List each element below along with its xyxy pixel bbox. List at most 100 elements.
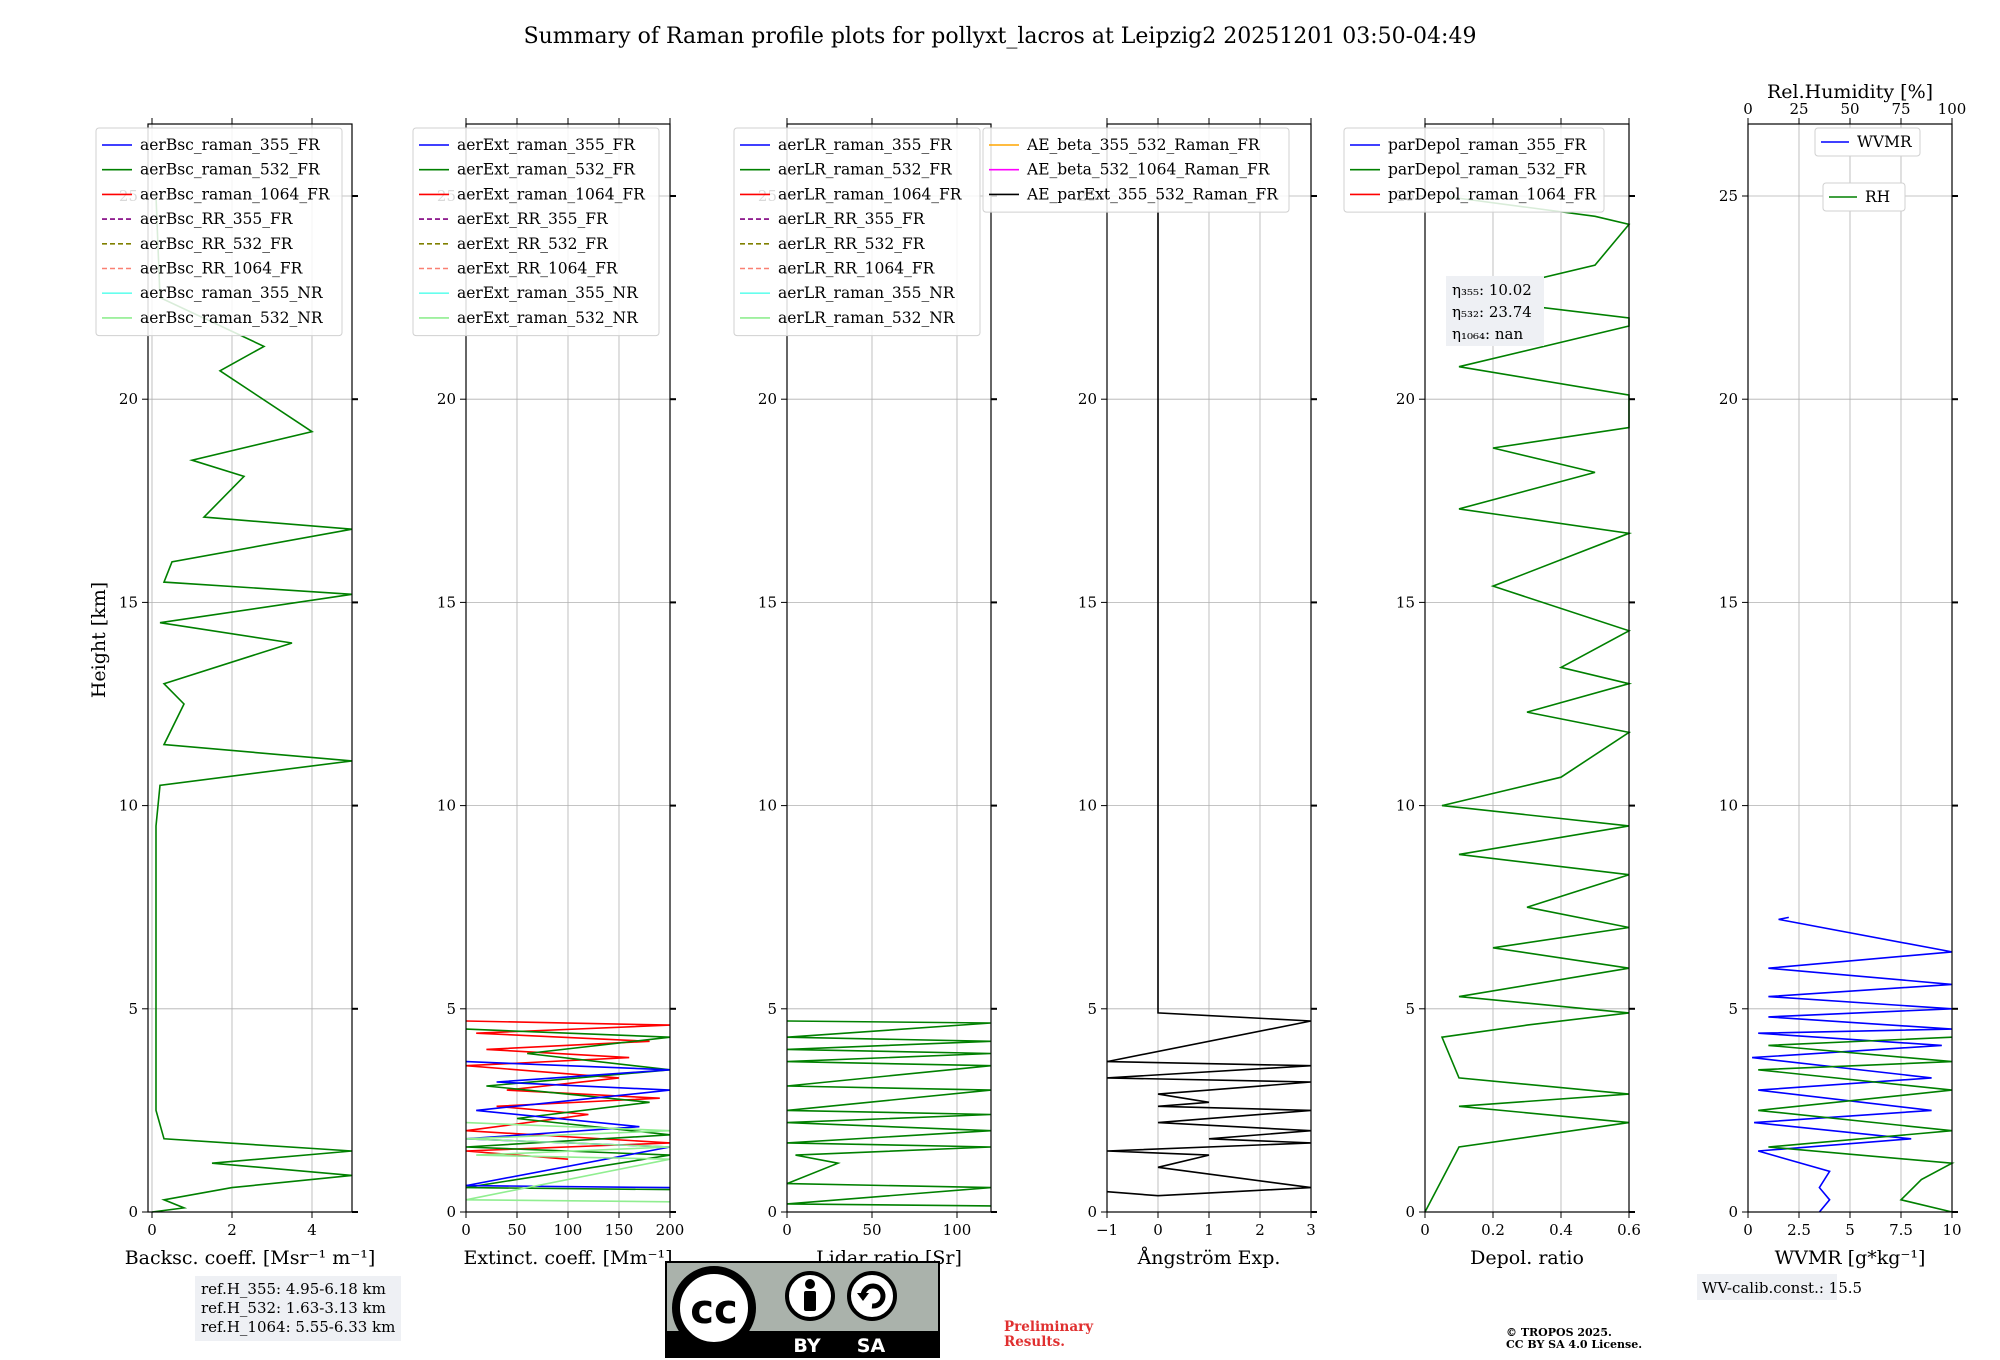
y-tick-label: 0 [1728, 1203, 1738, 1221]
panel-depol: 00.20.40.60510152025Depol. ratioparDepol… [1343, 118, 1641, 1269]
copyright-line-1: © TROPOS 2025. [1506, 1326, 1612, 1339]
legend-label: aerExt_raman_532_FR [457, 161, 636, 179]
series-line-RH [1758, 1036, 1955, 1213]
wv-calib-box: WV-calib.const.: 15.5 [1697, 1274, 1862, 1300]
legend-label: aerBsc_raman_1064_FR [140, 185, 331, 203]
panels: 0240510152025Backsc. coeff. [Msr⁻¹ m⁻¹]a… [95, 81, 1966, 1269]
legend-label: parDepol_raman_355_FR [1388, 136, 1588, 154]
y-tick-label: 15 [437, 593, 456, 611]
x-tick-label: 5 [1845, 1221, 1855, 1239]
y-tick-label: 10 [119, 797, 138, 815]
y-tick-label: 0 [1087, 1203, 1097, 1221]
ref-h-532: ref.H_532: 1.63-3.13 km [201, 1299, 386, 1317]
legend-label: AE_beta_532_1064_Raman_FR [1026, 161, 1271, 179]
plot-frame [147, 123, 353, 1213]
y-tick-label: 15 [1078, 593, 1097, 611]
legend-label: AE_parExt_355_532_Raman_FR [1026, 185, 1279, 203]
panel-bsc: 0240510152025Backsc. coeff. [Msr⁻¹ m⁻¹]a… [95, 118, 375, 1269]
y-tick-label: 25 [1719, 187, 1738, 205]
y-tick-label: 10 [437, 797, 456, 815]
plot-frame [1424, 123, 1630, 1213]
y-tick-label: 10 [1078, 797, 1097, 815]
sa-label: SA [857, 1335, 886, 1357]
cc-icon [672, 1266, 756, 1350]
x-tick-label: 0.2 [1481, 1221, 1505, 1239]
legend-label: aerLR_RR_1064_FR [778, 260, 936, 278]
series-line-aerBsc_raman_532_FR [151, 195, 353, 1213]
legend-box [412, 127, 660, 337]
x-tick-label: 3 [1306, 1221, 1316, 1239]
top-x-tick-label: 0 [1743, 100, 1753, 118]
legend-box [982, 127, 1290, 213]
legend-label: aerBsc_raman_532_NR [140, 309, 324, 327]
series-line-aerExt_raman_532_FR [465, 1028, 671, 1191]
y-tick-label: 5 [1405, 1000, 1415, 1018]
y-tick-label: 15 [758, 593, 777, 611]
x-tick-label: 100 [943, 1221, 972, 1239]
y-tick-label: 5 [1087, 1000, 1097, 1018]
y-tick-label: 10 [758, 797, 777, 815]
legend-label: RH [1865, 188, 1890, 206]
legend-label: aerExt_RR_532_FR [457, 235, 609, 253]
x-tick-label: 0 [1743, 1221, 1753, 1239]
copyright-note: © TROPOS 2025. CC BY SA 4.0 License. [1506, 1327, 1642, 1351]
legend-label: aerLR_raman_532_NR [778, 309, 956, 327]
x-tick-label: 4 [307, 1221, 317, 1239]
legend-box [733, 127, 981, 337]
legend-label: aerBsc_raman_355_FR [140, 136, 321, 154]
y-tick-label: 0 [1405, 1203, 1415, 1221]
x-tick-label: 0 [1153, 1221, 1163, 1239]
x-tick-label: 10 [1942, 1221, 1961, 1239]
x-tick-label: 0.6 [1617, 1221, 1641, 1239]
eta-1064: η₁₀₆₄: nan [1452, 325, 1523, 343]
y-axis-label: Height [km] [88, 582, 110, 698]
figure-title: Summary of Raman profile plots for polly… [524, 24, 1477, 49]
legend-label: AE_beta_355_532_Raman_FR [1026, 136, 1261, 154]
top-x-tick-label: 75 [1891, 100, 1910, 118]
y-tick-label: 20 [437, 390, 456, 408]
legend-label: aerLR_RR_355_FR [778, 210, 926, 228]
legend-label: aerLR_raman_355_FR [778, 136, 953, 154]
x-tick-label: 0.4 [1549, 1221, 1573, 1239]
legend-label: parDepol_raman_532_FR [1388, 161, 1588, 179]
y-tick-label: 5 [446, 1000, 456, 1018]
x-tick-label: 7.5 [1889, 1221, 1913, 1239]
preliminary-line-2: Results. [1004, 1334, 1065, 1350]
legend-label: aerLR_raman_532_FR [778, 161, 953, 179]
x-tick-label: 50 [507, 1221, 526, 1239]
top-x-tick-label: 100 [1938, 100, 1967, 118]
depol-annotation: η₃₅₅: 10.02 η₅₃₂: 23.74 η₁₀₆₄: nan [1446, 276, 1544, 346]
x-tick-label: 0 [1420, 1221, 1430, 1239]
x-axis-label: Ångström Exp. [1137, 1247, 1281, 1269]
x-tick-label: 0 [147, 1221, 157, 1239]
legend-label: aerLR_raman_355_NR [778, 284, 956, 302]
legend-label: aerBsc_RR_355_FR [140, 210, 294, 228]
x-axis-label: WVMR [g*kg⁻¹] [1775, 1247, 1926, 1269]
legend-label: aerExt_raman_532_NR [457, 309, 639, 327]
cc-by-sa-badge: cc BY SA [665, 1261, 940, 1358]
series-line-aerExt_raman_532_NR [465, 1121, 671, 1203]
legend-label: aerBsc_raman_532_FR [140, 161, 321, 179]
wv-calib-text: WV-calib.const.: 15.5 [1702, 1279, 1862, 1297]
y-tick-label: 5 [1728, 1000, 1738, 1018]
legend-label: aerLR_RR_532_FR [778, 235, 926, 253]
cc-label: cc [690, 1287, 737, 1333]
ref-heights-box: ref.H_355: 4.95-6.18 km ref.H_532: 1.63-… [195, 1276, 402, 1341]
x-tick-label: 2 [227, 1221, 237, 1239]
x-tick-label: −1 [1096, 1221, 1118, 1239]
legend-label: aerExt_raman_355_FR [457, 136, 636, 154]
legend-label: aerLR_raman_1064_FR [778, 185, 963, 203]
x-tick-label: 0 [461, 1221, 471, 1239]
series-line-aerLR_raman_532_FR [786, 1020, 992, 1207]
ref-h-1064: ref.H_1064: 5.55-6.33 km [201, 1318, 396, 1336]
series-line-WVMR [1752, 916, 1953, 1213]
y-tick-label: 20 [119, 390, 138, 408]
legend-label: aerExt_RR_355_FR [457, 210, 609, 228]
eta-532: η₅₃₂: 23.74 [1452, 303, 1532, 321]
legend-label: aerExt_raman_355_NR [457, 284, 639, 302]
eta-355: η₃₅₅: 10.02 [1452, 281, 1532, 299]
y-tick-label: 15 [1719, 593, 1738, 611]
x-axis-label: Depol. ratio [1470, 1247, 1584, 1269]
